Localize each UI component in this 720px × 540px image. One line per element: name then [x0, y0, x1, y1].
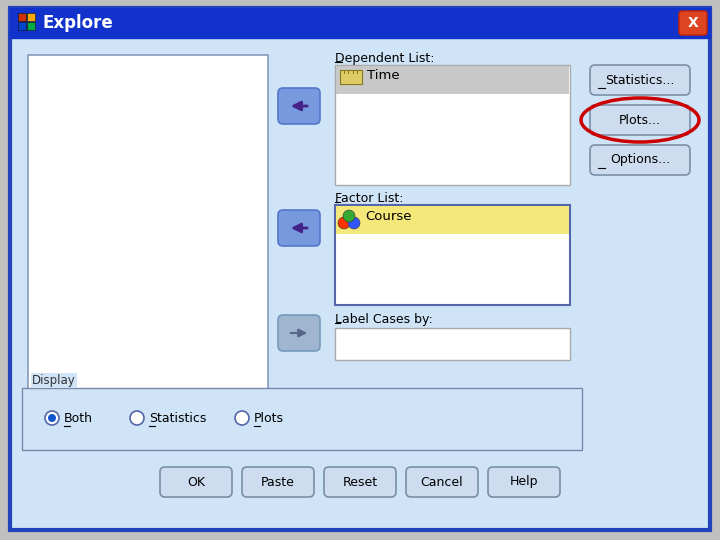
FancyBboxPatch shape: [335, 65, 570, 185]
FancyBboxPatch shape: [679, 11, 707, 35]
FancyBboxPatch shape: [22, 388, 582, 450]
Circle shape: [45, 411, 59, 425]
Circle shape: [235, 411, 249, 425]
Circle shape: [343, 210, 355, 222]
FancyBboxPatch shape: [335, 205, 570, 305]
Text: Paste: Paste: [261, 476, 295, 489]
FancyBboxPatch shape: [278, 315, 320, 351]
Text: Factor List:: Factor List:: [335, 192, 403, 205]
FancyBboxPatch shape: [28, 55, 268, 400]
Text: Both: Both: [64, 411, 93, 424]
Text: Time: Time: [367, 69, 400, 82]
Text: Explore: Explore: [42, 14, 113, 32]
Text: Statistics: Statistics: [149, 411, 207, 424]
Circle shape: [338, 217, 350, 229]
FancyBboxPatch shape: [344, 70, 345, 74]
FancyBboxPatch shape: [590, 65, 690, 95]
FancyBboxPatch shape: [160, 467, 232, 497]
FancyBboxPatch shape: [336, 66, 569, 94]
Text: Plots...: Plots...: [619, 113, 661, 126]
FancyBboxPatch shape: [590, 105, 690, 135]
FancyBboxPatch shape: [10, 8, 710, 530]
FancyBboxPatch shape: [488, 467, 560, 497]
FancyBboxPatch shape: [27, 13, 35, 21]
Text: Dependent List:: Dependent List:: [335, 52, 434, 65]
Text: Label Cases by:: Label Cases by:: [335, 313, 433, 326]
Text: Display: Display: [32, 374, 76, 387]
FancyBboxPatch shape: [18, 22, 26, 30]
FancyBboxPatch shape: [340, 70, 362, 84]
FancyBboxPatch shape: [278, 88, 320, 124]
Text: Statistics...: Statistics...: [606, 73, 675, 86]
FancyBboxPatch shape: [278, 210, 320, 246]
FancyBboxPatch shape: [242, 467, 314, 497]
Text: Help: Help: [510, 476, 539, 489]
FancyBboxPatch shape: [353, 70, 354, 74]
Text: Course: Course: [365, 210, 412, 223]
FancyBboxPatch shape: [590, 145, 690, 175]
FancyBboxPatch shape: [335, 328, 570, 360]
FancyBboxPatch shape: [406, 467, 478, 497]
FancyBboxPatch shape: [10, 8, 710, 38]
Text: Plots: Plots: [254, 411, 284, 424]
FancyBboxPatch shape: [27, 22, 35, 30]
Text: Options...: Options...: [610, 153, 670, 166]
FancyBboxPatch shape: [336, 206, 569, 234]
Circle shape: [348, 217, 360, 229]
Text: Cancel: Cancel: [420, 476, 463, 489]
FancyBboxPatch shape: [348, 70, 349, 74]
Text: Reset: Reset: [343, 476, 377, 489]
Circle shape: [130, 411, 144, 425]
FancyBboxPatch shape: [357, 70, 358, 74]
Text: X: X: [688, 16, 698, 30]
Text: OK: OK: [187, 476, 205, 489]
Circle shape: [48, 414, 56, 422]
FancyBboxPatch shape: [18, 13, 26, 21]
FancyBboxPatch shape: [324, 467, 396, 497]
